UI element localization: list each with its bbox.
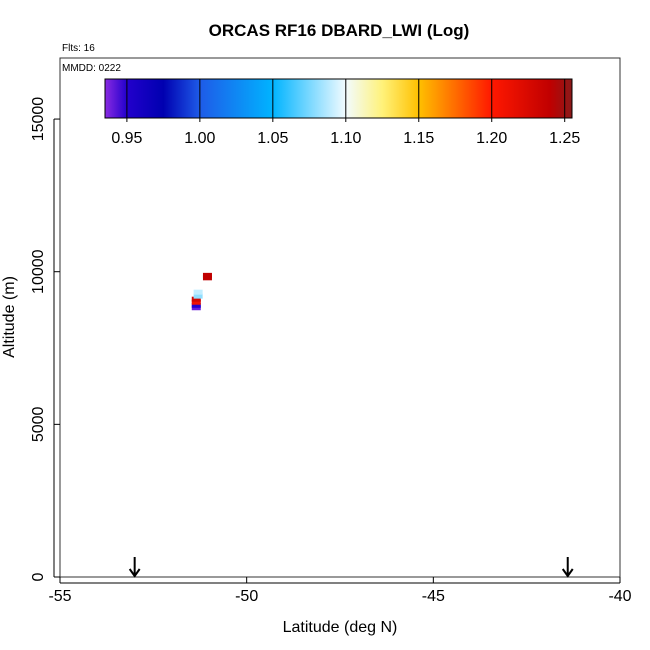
- chart-title: ORCAS RF16 DBARD_LWI (Log): [209, 21, 470, 40]
- colorbar: 0.95 1.00 1.05 1.10 1.15 1.20 1.25: [104, 78, 580, 147]
- flights-annotation: Flts: 16: [62, 43, 95, 54]
- colorbar-gradient: [104, 78, 573, 119]
- colorbar-tick-label: 0.95: [111, 130, 142, 147]
- data-point: [193, 289, 203, 295]
- colorbar-tick-label: 1.00: [184, 130, 215, 147]
- mmdd-annotation: MMDD: 0222: [62, 63, 121, 74]
- down-arrow-marker: [561, 557, 574, 578]
- y-tick-label: 0: [30, 572, 47, 581]
- x-tick-label: -55: [48, 588, 71, 605]
- data-marks: [128, 272, 574, 578]
- data-point: [191, 299, 201, 305]
- data-point: [191, 302, 201, 308]
- colorbar-tick-label: 1.10: [330, 130, 361, 147]
- data-point: [202, 272, 212, 278]
- colorbar-tick-label: 1.15: [403, 130, 434, 147]
- data-point: [191, 296, 201, 302]
- down-arrow-marker: [128, 557, 141, 578]
- axes: -55 -50 -45 -40 0 5000 10000 15000: [30, 97, 632, 605]
- colorbar-tick-label: 1.20: [476, 130, 507, 147]
- y-axis-label: Altitude (m): [1, 276, 18, 358]
- x-tick-label: -50: [235, 588, 258, 605]
- y-tick-label: 15000: [30, 97, 47, 142]
- y-tick-label: 10000: [30, 249, 47, 294]
- x-tick-label: -40: [608, 588, 631, 605]
- colorbar-tick-label: 1.25: [549, 130, 580, 147]
- x-tick-label: -45: [422, 588, 445, 605]
- colorbar-tick-label: 1.05: [257, 130, 288, 147]
- data-point: [193, 293, 203, 299]
- y-tick-label: 5000: [30, 406, 47, 442]
- x-axis-label: Latitude (deg N): [283, 619, 398, 636]
- plot-frame: [59, 57, 621, 578]
